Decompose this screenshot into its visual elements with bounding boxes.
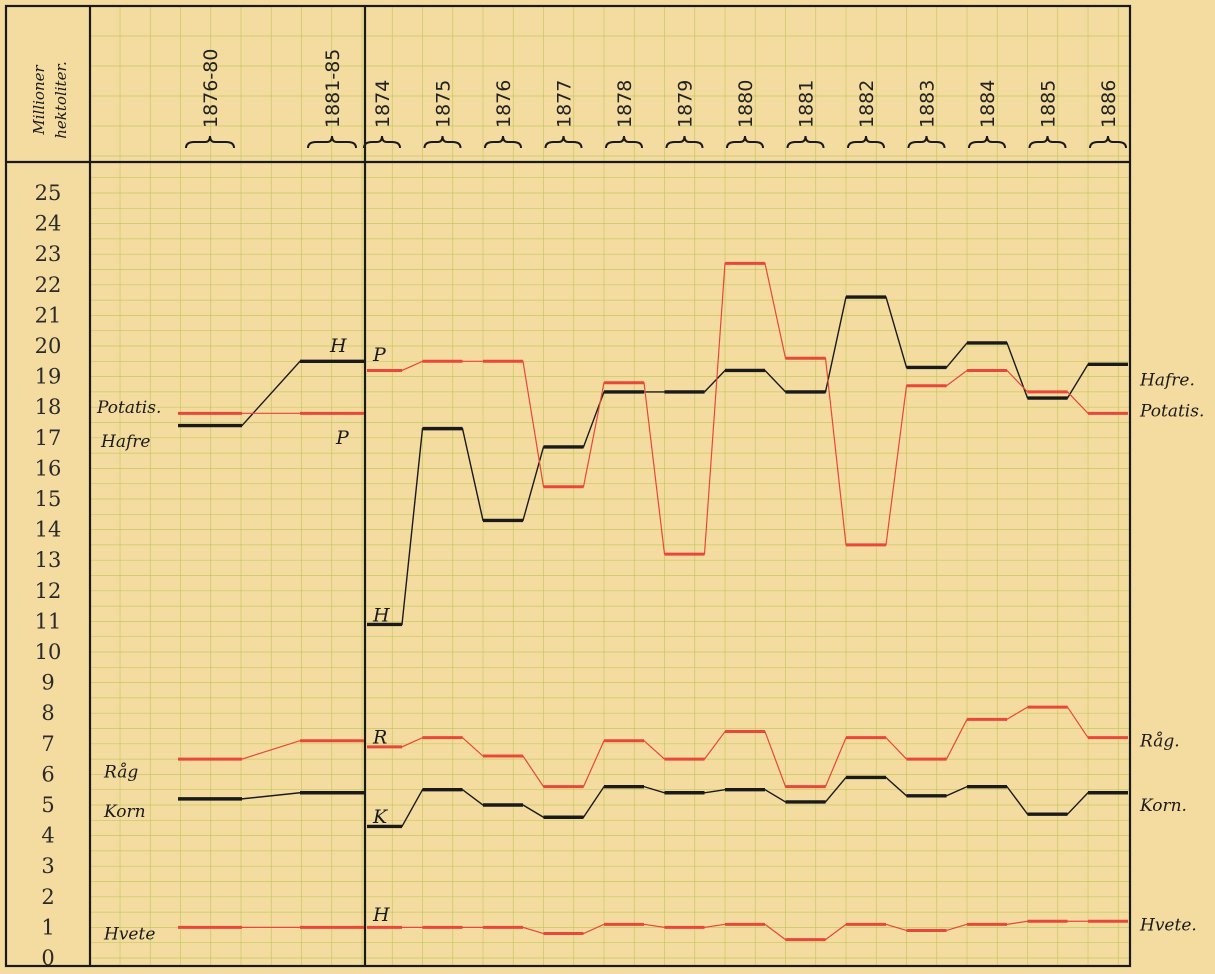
year-label: 1877 bbox=[554, 80, 576, 128]
year-label: 1882 bbox=[856, 80, 878, 128]
y-tick-label: 11 bbox=[35, 609, 62, 633]
year-label: 1884 bbox=[977, 80, 999, 128]
series-hvete-start-marker: H bbox=[372, 904, 390, 926]
y-tick-label: 10 bbox=[35, 640, 62, 664]
year-brace bbox=[968, 135, 1006, 149]
y-tick-label: 12 bbox=[35, 579, 62, 603]
y-tick-label: 4 bbox=[41, 824, 54, 848]
year-label: 1875 bbox=[433, 80, 455, 128]
y-tick-label: 6 bbox=[41, 762, 54, 786]
year-label: 1881 bbox=[796, 80, 818, 128]
y-tick-label: 19 bbox=[35, 365, 62, 389]
period-label: 1876-80 bbox=[200, 49, 222, 128]
series-rag-right-label: Råg. bbox=[1139, 732, 1180, 752]
series-hafre-start-marker: H bbox=[372, 604, 390, 626]
year-label: 1885 bbox=[1038, 80, 1060, 128]
series-potatis-average-marker: P bbox=[335, 427, 350, 449]
series-hvete-left-label: Hvete bbox=[103, 925, 155, 945]
year-brace bbox=[544, 135, 583, 149]
y-tick-label: 8 bbox=[41, 701, 54, 725]
year-brace bbox=[665, 135, 704, 149]
series-labels: Hafre Hafre. H H Potatis. Potatis. P P Råg Råg. R K… bbox=[96, 335, 1204, 945]
year-brace bbox=[907, 135, 946, 149]
series-rag-left-label: Råg bbox=[103, 762, 138, 782]
year-brace bbox=[786, 135, 825, 149]
period-label: 1881-85 bbox=[322, 49, 344, 128]
year-brace bbox=[363, 135, 401, 149]
period-header: 1876-80 1881-85 1874 1875 1876 1877 1878 1879 18… bbox=[185, 49, 1127, 149]
year-brace bbox=[847, 135, 885, 149]
series bbox=[178, 261, 1128, 942]
y-axis-ticks: 0123456789101112131415161718192021222324… bbox=[35, 181, 62, 970]
year-label: 1879 bbox=[675, 80, 697, 128]
year-label: 1883 bbox=[917, 80, 939, 128]
y-tick-label: 17 bbox=[35, 426, 62, 450]
year-brace bbox=[484, 135, 522, 149]
y-tick-label: 18 bbox=[35, 395, 62, 419]
y-tick-label: 1 bbox=[41, 915, 54, 939]
y-tick-label: 14 bbox=[35, 518, 62, 542]
y-tick-label: 25 bbox=[35, 181, 62, 205]
series-potatis-right-label: Potatis. bbox=[1139, 401, 1204, 421]
year-label: 1874 bbox=[372, 80, 394, 128]
series-potatis-left-label: Potatis. bbox=[96, 398, 161, 418]
y-tick-label: 21 bbox=[35, 303, 62, 327]
y-axis-title-line1: Millioner bbox=[30, 65, 48, 136]
y-tick-label: 24 bbox=[35, 212, 62, 236]
year-label: 1880 bbox=[735, 80, 757, 128]
y-tick-label: 7 bbox=[41, 732, 54, 756]
series-potatis-start-marker: P bbox=[372, 344, 387, 366]
y-tick-label: 16 bbox=[35, 456, 62, 480]
series-korn-right-label: Korn. bbox=[1139, 796, 1187, 816]
y-axis-title-line2: hektoliter. bbox=[52, 61, 70, 138]
y-tick-label: 13 bbox=[35, 548, 62, 572]
series-hafre-left-label: Hafre bbox=[100, 432, 150, 452]
year-brace bbox=[605, 135, 643, 149]
frame bbox=[4, 4, 1132, 968]
series-korn-left-label: Korn bbox=[103, 802, 146, 822]
y-tick-label: 5 bbox=[41, 793, 54, 817]
outer-frame bbox=[4, 4, 1132, 968]
y-tick-label: 23 bbox=[35, 242, 62, 266]
y-tick-label: 20 bbox=[35, 334, 62, 358]
y-tick-label: 0 bbox=[41, 946, 54, 970]
year-brace bbox=[1028, 135, 1067, 149]
y-tick-label: 3 bbox=[41, 854, 54, 878]
y-tick-label: 2 bbox=[41, 885, 54, 909]
y-tick-label: 9 bbox=[41, 671, 54, 695]
series-hvete-right-label: Hvete. bbox=[1139, 915, 1197, 935]
year-label: 1878 bbox=[614, 80, 636, 128]
series-rag-start-marker: R bbox=[372, 727, 387, 749]
series-korn-start-marker: K bbox=[372, 806, 389, 828]
grid bbox=[90, 6, 1130, 966]
year-label: 1876 bbox=[493, 80, 515, 128]
series-hafre-right-label: Hafre. bbox=[1139, 371, 1195, 391]
year-label: 1886 bbox=[1098, 80, 1120, 128]
y-tick-label: 15 bbox=[35, 487, 62, 511]
period-brace bbox=[185, 135, 235, 149]
year-brace bbox=[423, 135, 462, 149]
year-brace bbox=[726, 135, 764, 149]
series-hafre-average-marker: H bbox=[329, 335, 347, 357]
y-tick-label: 22 bbox=[35, 273, 62, 297]
period-brace bbox=[307, 135, 357, 149]
year-brace bbox=[1089, 135, 1127, 149]
